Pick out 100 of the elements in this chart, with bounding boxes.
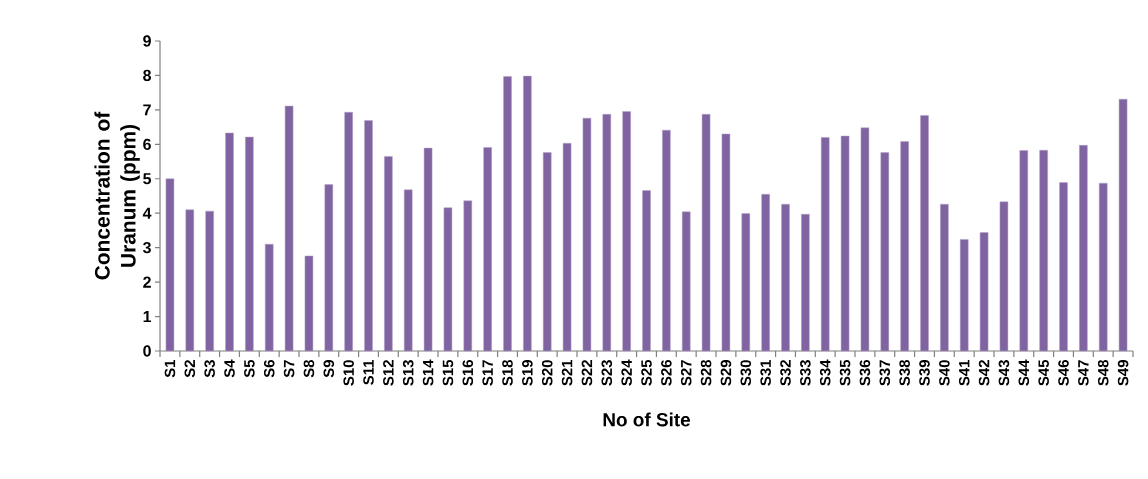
bar xyxy=(245,136,254,352)
bar xyxy=(940,204,949,352)
x-tick-label: S19 xyxy=(522,360,533,386)
bar xyxy=(403,189,413,352)
x-tick-label: S24 xyxy=(621,359,632,386)
bar xyxy=(284,105,294,352)
bar xyxy=(920,115,929,352)
x-tick-label: S18 xyxy=(502,359,513,386)
x-tick-label: S7 xyxy=(283,360,295,378)
y-tick-label: 1 xyxy=(143,311,152,323)
y-tick-label: 6 xyxy=(143,138,151,150)
x-tick-label: S49 xyxy=(1117,360,1129,386)
bar xyxy=(761,194,770,352)
bar xyxy=(1019,150,1029,352)
bar xyxy=(185,209,195,352)
bar xyxy=(781,204,790,352)
y-tick-label: 4 xyxy=(142,207,152,219)
x-tick-label: S15 xyxy=(442,359,454,386)
x-tick-label: S13 xyxy=(402,360,414,386)
x-tick-label: S35 xyxy=(839,359,851,386)
bar xyxy=(820,137,830,352)
bar xyxy=(1118,98,1128,352)
bar xyxy=(701,114,711,352)
bar xyxy=(463,200,473,352)
bar xyxy=(364,120,373,352)
x-tick-label: S44 xyxy=(1018,359,1030,386)
bar xyxy=(344,112,353,352)
bar xyxy=(622,111,631,352)
bar xyxy=(1039,149,1048,352)
x-tick-label: S38 xyxy=(899,359,910,386)
y-tick-label: 5 xyxy=(143,173,152,185)
x-tick-label: S27 xyxy=(680,360,692,386)
x-tick-label: S25 xyxy=(641,359,652,386)
y-tick-label: 7 xyxy=(143,104,151,116)
x-tick-label: S10 xyxy=(343,360,354,386)
bar xyxy=(443,207,453,352)
x-tick-label: S33 xyxy=(800,360,811,386)
bar xyxy=(205,210,214,352)
x-tick-label: S42 xyxy=(978,360,990,386)
x-tick-label: S2 xyxy=(184,360,196,378)
bar xyxy=(483,147,492,352)
y-tick-label: 2 xyxy=(143,276,151,288)
x-tick-label: S5 xyxy=(244,359,255,378)
bar xyxy=(840,135,850,352)
x-tick-label: S14 xyxy=(422,359,434,386)
bar xyxy=(860,127,870,352)
bar xyxy=(423,147,433,352)
bar xyxy=(959,239,969,352)
x-tick-label: S9 xyxy=(323,360,335,378)
bar xyxy=(503,76,512,352)
x-tick-label: S21 xyxy=(561,359,573,386)
bar xyxy=(324,184,334,352)
y-tick-label: 3 xyxy=(142,242,151,254)
bar xyxy=(979,232,989,352)
x-tick-label: S1 xyxy=(164,359,176,378)
x-tick-label: S3 xyxy=(204,360,215,378)
x-tick-label: S48 xyxy=(1097,359,1109,386)
bar xyxy=(523,75,532,352)
x-tick-label: S30 xyxy=(740,360,752,386)
bar xyxy=(721,133,731,352)
x-tick-label: S34 xyxy=(819,359,831,386)
x-tick-label: S47 xyxy=(1078,360,1089,386)
x-tick-label: S31 xyxy=(760,359,771,386)
bar xyxy=(880,152,890,352)
x-tick-label: S45 xyxy=(1038,359,1049,386)
bar xyxy=(741,213,751,352)
y-tick-label: 8 xyxy=(143,69,151,82)
x-tick-label: S40 xyxy=(939,360,950,386)
bar xyxy=(562,143,572,352)
bar xyxy=(801,213,810,352)
x-tick-label: S12 xyxy=(383,360,394,386)
x-tick-label: S29 xyxy=(720,360,732,386)
x-tick-label: S28 xyxy=(700,359,712,386)
bar xyxy=(681,211,691,352)
x-axis-title: No of Site xyxy=(603,412,691,427)
bar xyxy=(225,132,234,352)
bar xyxy=(642,190,651,352)
y-tick-label: 9 xyxy=(143,35,151,47)
x-tick-label: S37 xyxy=(879,360,891,386)
x-tick-label: S41 xyxy=(958,359,970,386)
bar xyxy=(1059,182,1068,352)
bar xyxy=(900,141,909,352)
x-tick-label: S11 xyxy=(363,359,374,385)
bar xyxy=(1098,182,1108,352)
bar xyxy=(602,114,612,352)
x-tick-label: S46 xyxy=(1058,360,1069,386)
x-tick-label: S22 xyxy=(581,360,593,386)
x-tick-label: S6 xyxy=(263,360,275,378)
bar xyxy=(542,152,552,352)
x-tick-label: S39 xyxy=(919,360,930,386)
x-tick-label: S16 xyxy=(462,360,474,386)
x-tick-label: S23 xyxy=(601,360,613,386)
x-tick-label: S36 xyxy=(859,360,871,386)
x-tick-label: S20 xyxy=(541,360,553,386)
x-tick-label: S32 xyxy=(780,360,791,386)
x-tick-label: S26 xyxy=(661,360,672,386)
x-tick-label: S17 xyxy=(482,360,493,386)
x-tick-label: S43 xyxy=(998,360,1010,386)
x-tick-label: S4 xyxy=(224,359,235,378)
bar xyxy=(582,117,592,352)
